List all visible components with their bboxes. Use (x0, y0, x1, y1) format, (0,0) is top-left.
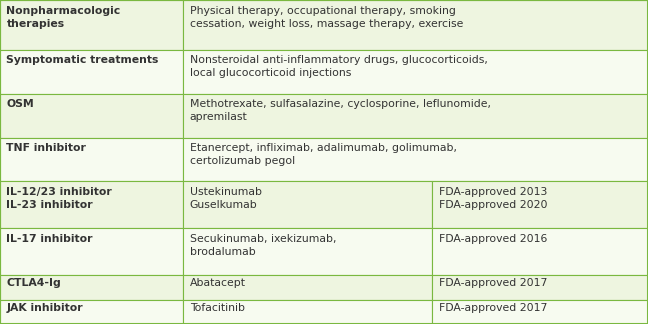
Bar (183, 181, 432, 228)
Text: Symptomatic treatments: Symptomatic treatments (6, 55, 159, 65)
Bar (432, 300, 648, 324)
Bar (432, 228, 648, 275)
Text: Nonpharmacologic
therapies: Nonpharmacologic therapies (6, 6, 121, 29)
Bar (0, 275, 183, 300)
Bar (0, 300, 183, 324)
Text: Etanercept, infliximab, adalimumab, golimumab,
certolizumab pegol: Etanercept, infliximab, adalimumab, goli… (190, 143, 457, 166)
Text: Tofacitinib: Tofacitinib (190, 303, 245, 313)
Bar (183, 275, 432, 300)
Bar (0, 138, 183, 181)
Text: FDA-approved 2016: FDA-approved 2016 (439, 234, 547, 244)
Text: OSM: OSM (6, 99, 34, 109)
Bar (183, 138, 648, 181)
Text: Nonsteroidal anti-inflammatory drugs, glucocorticoids,
local glucocorticoid inje: Nonsteroidal anti-inflammatory drugs, gl… (190, 55, 488, 78)
Text: FDA-approved 2017: FDA-approved 2017 (439, 278, 547, 288)
Text: TNF inhibitor: TNF inhibitor (6, 143, 86, 153)
Text: Ustekinumab
Guselkumab: Ustekinumab Guselkumab (190, 187, 262, 210)
Text: Physical therapy, occupational therapy, smoking
cessation, weight loss, massage : Physical therapy, occupational therapy, … (190, 6, 463, 29)
Text: Secukinumab, ixekizumab,
brodalumab: Secukinumab, ixekizumab, brodalumab (190, 234, 336, 257)
Bar (0, 181, 183, 228)
Text: JAK inhibitor: JAK inhibitor (6, 303, 83, 313)
Text: CTLA4-Ig: CTLA4-Ig (6, 278, 61, 288)
Bar (183, 50, 648, 94)
Bar (0, 0, 183, 50)
Text: FDA-approved 2017: FDA-approved 2017 (439, 303, 547, 313)
Bar (432, 181, 648, 228)
Bar (183, 228, 432, 275)
Bar (0, 50, 183, 94)
Text: Abatacept: Abatacept (190, 278, 246, 288)
Text: Methotrexate, sulfasalazine, cyclosporine, leflunomide,
apremilast: Methotrexate, sulfasalazine, cyclosporin… (190, 99, 491, 122)
Bar (0, 94, 183, 138)
Bar (183, 300, 432, 324)
Bar (183, 0, 648, 50)
Text: IL-12/23 inhibitor
IL-23 inhibitor: IL-12/23 inhibitor IL-23 inhibitor (6, 187, 112, 210)
Bar (183, 94, 648, 138)
Text: IL-17 inhibitor: IL-17 inhibitor (6, 234, 93, 244)
Bar (432, 275, 648, 300)
Bar (0, 228, 183, 275)
Text: FDA-approved 2013
FDA-approved 2020: FDA-approved 2013 FDA-approved 2020 (439, 187, 547, 210)
